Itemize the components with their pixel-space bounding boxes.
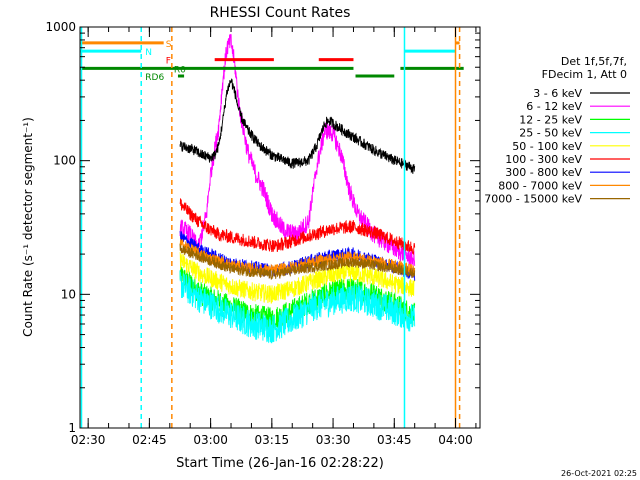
x-tick-label: 03:00 [193, 433, 228, 447]
legend-label: 12 - 25 keV [519, 113, 582, 126]
flag-label: N [145, 48, 152, 58]
series-line [179, 238, 416, 277]
legend-label: 6 - 12 keV [526, 100, 582, 113]
y-tick-label: 1000 [45, 20, 76, 34]
legend-label: 7000 - 15000 keV [484, 193, 582, 206]
y-tick-label: 10 [61, 287, 76, 301]
chart-title: RHESSI Count Rates [210, 5, 351, 21]
series-line [179, 198, 416, 256]
y-tick-label: 1 [68, 421, 76, 435]
axes: 1 10 100 1000 02:30 02:45 03:00 03:15 03:30 03:45… [45, 20, 481, 447]
y-tick-label: 100 [53, 154, 76, 168]
legend-label: 3 - 6 keV [533, 87, 582, 100]
x-tick-label: 03:45 [377, 433, 412, 447]
x-tick-label: 02:30 [71, 433, 106, 447]
x-tick-label: 04:00 [438, 433, 473, 447]
legend: Det 1f,5f,7f, FDecim 1, Att 0 3 - 6 keV6… [484, 55, 630, 206]
legend-header-line-1: Det 1f,5f,7f, [561, 55, 627, 68]
legend-label: 50 - 100 keV [512, 140, 582, 153]
flag-label: RD6 [145, 73, 164, 83]
y-axis-label: Count Rate (s⁻¹ detector segment⁻¹) [21, 117, 35, 337]
series-line [179, 78, 416, 174]
plot-frame [79, 26, 481, 429]
x-axis-label: Start Time (26-Jan-16 02:28:22) [176, 456, 384, 471]
x-tick-label: 03:15 [255, 433, 290, 447]
series-line [179, 252, 416, 304]
series-line [179, 270, 416, 344]
flag-label: S [166, 40, 172, 50]
x-tick-label: 03:30 [316, 433, 351, 447]
plot-area: S N FR0 RD6 [80, 27, 464, 428]
series-line [179, 243, 416, 280]
timestamp: 26-Oct-2021 02:25 [561, 469, 637, 478]
legend-header-line-2: FDecim 1, Att 0 [542, 68, 627, 81]
legend-label: 25 - 50 keV [519, 127, 582, 140]
x-tick-label: 02:45 [132, 433, 167, 447]
legend-label: 800 - 7000 keV [498, 179, 582, 192]
flag-label: R0 [174, 65, 186, 75]
legend-label: 100 - 300 keV [505, 153, 582, 166]
flag-label: F [166, 57, 171, 67]
legend-label: 300 - 800 keV [505, 166, 582, 179]
